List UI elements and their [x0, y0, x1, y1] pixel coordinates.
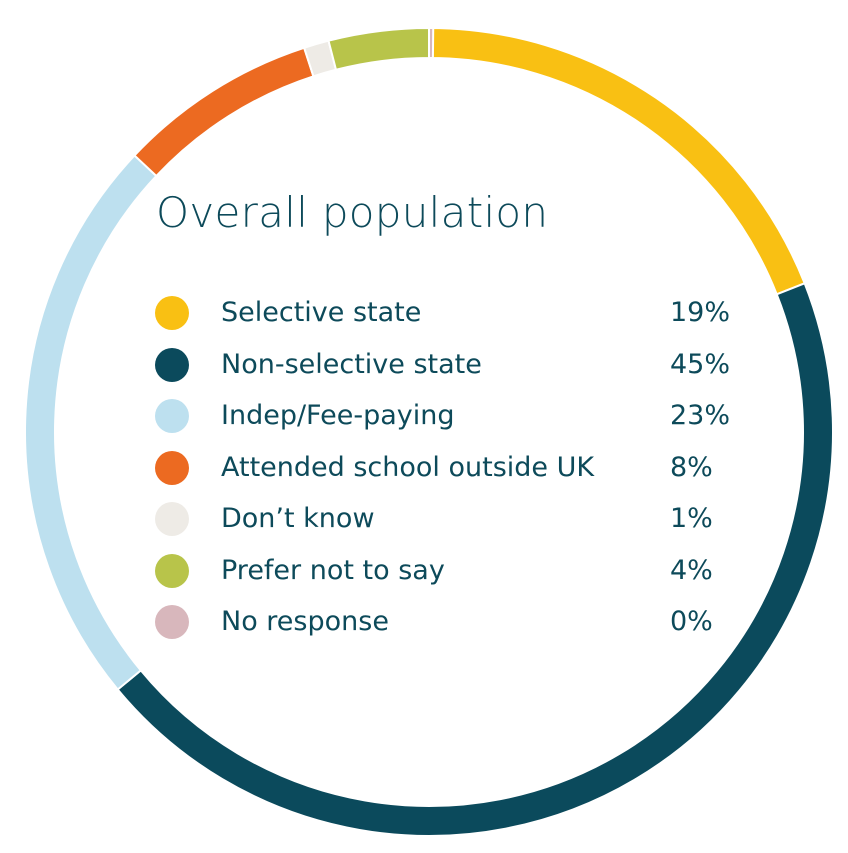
donut-slice-prefer-not-to-say	[327, 26, 430, 71]
legend-label: No response	[221, 606, 389, 637]
legend-label: Indep/Fee-paying	[221, 400, 455, 431]
legend-item: Prefer not to say 4%	[155, 546, 755, 598]
legend-item: Indep/Fee-paying 23%	[155, 391, 755, 443]
legend-swatch	[155, 502, 189, 536]
legend-label: Attended school outside UK	[221, 451, 595, 483]
donut-slice-indep-fee-paying	[24, 154, 158, 691]
legend-item: Selective state 19%	[155, 288, 755, 340]
donut-slice-no-response	[428, 26, 435, 60]
legend-swatch	[155, 296, 189, 330]
legend-swatch	[155, 347, 189, 382]
legend-label: Non-selective state	[221, 348, 482, 380]
legend-value: 1%	[670, 503, 713, 534]
legend-item: Attended school outside UK 8%	[155, 443, 755, 495]
legend-value: 19%	[670, 297, 731, 328]
legend-label: Don’t know	[221, 503, 375, 534]
legend: Selective state 19% Non-selective state …	[155, 288, 755, 649]
legend-value: 0%	[670, 606, 713, 637]
donut-slice-selective-state	[428, 26, 806, 296]
legend-swatch	[155, 399, 189, 433]
legend-swatch	[155, 450, 189, 485]
legend-swatch	[155, 553, 189, 588]
donut-slice-attended-school-outside-uk	[133, 46, 315, 178]
legend-label: Selective state	[221, 297, 422, 328]
legend-item: No response 0%	[155, 597, 755, 649]
legend-label: Prefer not to say	[221, 554, 445, 586]
legend-swatch	[155, 605, 189, 639]
legend-value: 8%	[670, 451, 713, 483]
legend-value: 23%	[670, 400, 731, 431]
chart-title: Overall population	[156, 188, 549, 237]
legend-item: Non-selective state 45%	[155, 340, 755, 392]
legend-value: 4%	[670, 554, 713, 586]
legend-item: Don’t know 1%	[155, 494, 755, 546]
legend-value: 45%	[670, 348, 731, 380]
